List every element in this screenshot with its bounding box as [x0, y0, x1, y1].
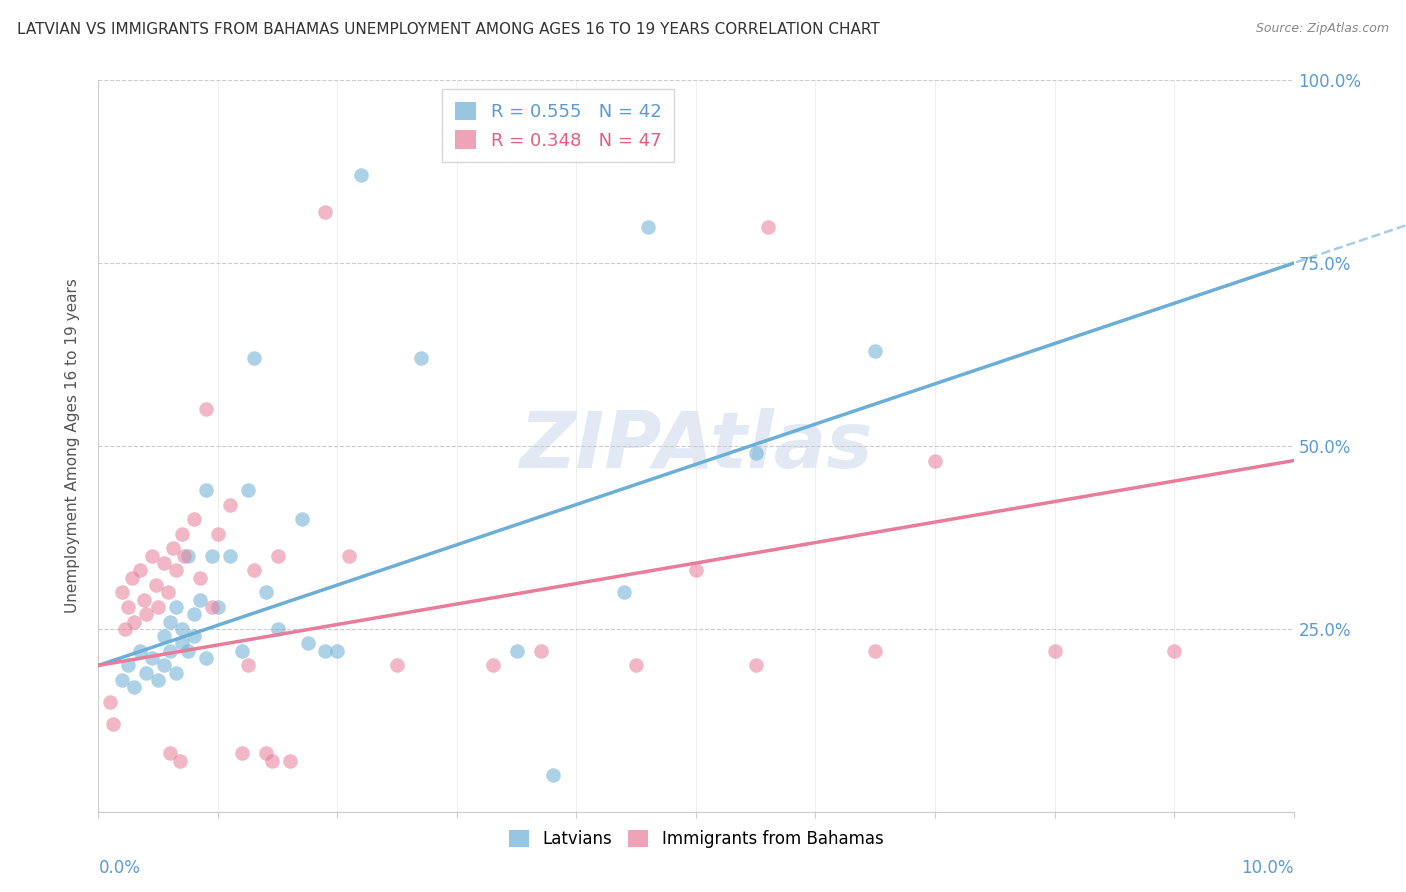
Point [315, 644, 337, 658]
Point [201, 549, 224, 563]
Point [148, 599, 170, 614]
Point [153, 629, 176, 643]
Point [385, 658, 409, 673]
Point [135, 665, 157, 680]
Point [326, 644, 349, 658]
Point [685, 563, 707, 577]
Point [159, 644, 181, 658]
Point [1043, 644, 1066, 658]
Point [411, 351, 433, 366]
Point [153, 556, 176, 570]
Point [173, 549, 195, 563]
Point [506, 644, 529, 658]
Point [117, 599, 139, 614]
Point [865, 343, 887, 358]
Point [243, 351, 266, 366]
Point [165, 599, 187, 614]
Point [1163, 644, 1185, 658]
Point [153, 658, 176, 673]
Point [195, 483, 218, 497]
Point [111, 673, 134, 687]
Point [195, 402, 218, 417]
Point [172, 526, 194, 541]
Point [129, 644, 152, 658]
Point [865, 644, 887, 658]
Point [201, 599, 224, 614]
Point [267, 622, 290, 636]
Point [129, 563, 152, 577]
Point [254, 746, 277, 760]
Point [267, 549, 290, 563]
Point [297, 636, 319, 650]
Point [165, 665, 187, 680]
Point [260, 754, 283, 768]
Point [924, 453, 946, 467]
Point [188, 571, 211, 585]
Point [613, 585, 636, 599]
Point [637, 219, 659, 234]
Text: Source: ZipAtlas.com: Source: ZipAtlas.com [1256, 22, 1389, 36]
Point [124, 615, 146, 629]
Point [124, 681, 146, 695]
Point [172, 636, 194, 650]
Point [141, 651, 163, 665]
Point [236, 658, 259, 673]
Point [254, 585, 277, 599]
Point [756, 219, 779, 234]
Point [626, 658, 648, 673]
Point [159, 615, 181, 629]
Text: 0.0%: 0.0% [98, 859, 141, 877]
Point [350, 169, 373, 183]
Text: ZIPAtlas: ZIPAtlas [519, 408, 873, 484]
Point [291, 512, 314, 526]
Point [132, 592, 155, 607]
Point [162, 541, 184, 556]
Legend: Latvians, Immigrants from Bahamas: Latvians, Immigrants from Bahamas [502, 823, 890, 855]
Point [481, 658, 505, 673]
Point [219, 498, 242, 512]
Point [207, 526, 229, 541]
Point [219, 549, 242, 563]
Point [156, 585, 179, 599]
Point [135, 607, 157, 622]
Point [207, 599, 229, 614]
Point [236, 483, 259, 497]
Point [177, 549, 200, 563]
Point [195, 651, 218, 665]
Text: LATVIAN VS IMMIGRANTS FROM BAHAMAS UNEMPLOYMENT AMONG AGES 16 TO 19 YEARS CORREL: LATVIAN VS IMMIGRANTS FROM BAHAMAS UNEMP… [17, 22, 880, 37]
Point [339, 549, 361, 563]
Point [541, 768, 564, 782]
Point [101, 717, 124, 731]
Point [145, 578, 167, 592]
Point [165, 563, 187, 577]
Point [148, 673, 170, 687]
Point [188, 592, 211, 607]
Point [121, 571, 143, 585]
Point [745, 446, 768, 460]
Point [159, 746, 181, 760]
Point [530, 644, 553, 658]
Text: 10.0%: 10.0% [1241, 859, 1294, 877]
Point [231, 746, 253, 760]
Point [169, 754, 191, 768]
Point [231, 644, 253, 658]
Point [117, 658, 139, 673]
Point [183, 512, 205, 526]
Point [315, 205, 337, 219]
Point [278, 754, 301, 768]
Y-axis label: Unemployment Among Ages 16 to 19 years: Unemployment Among Ages 16 to 19 years [65, 278, 80, 614]
Point [243, 563, 266, 577]
Point [172, 622, 194, 636]
Point [141, 549, 163, 563]
Point [98, 695, 122, 709]
Point [114, 622, 136, 636]
Point [745, 658, 768, 673]
Point [177, 644, 200, 658]
Point [111, 585, 134, 599]
Point [183, 607, 205, 622]
Point [183, 629, 205, 643]
